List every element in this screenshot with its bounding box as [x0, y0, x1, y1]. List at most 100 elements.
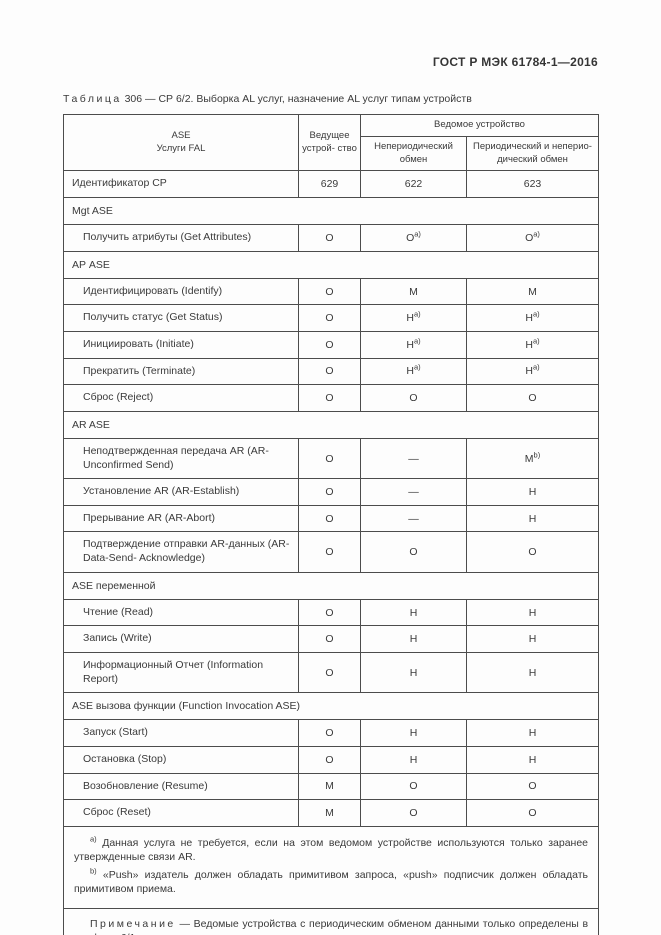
document-title-header: ГОСТ Р МЭК 61784-1—2016	[432, 55, 598, 69]
table-row: Прекратить (Terminate) О На) На)	[63, 357, 600, 386]
footnote-reference: а)	[413, 362, 421, 372]
section-row: ASE переменной	[62, 571, 600, 600]
value-cell: О	[298, 224, 361, 252]
value-cell: О	[298, 384, 361, 412]
value-cell: На)	[465, 331, 600, 359]
service-label: Запуск (Start)	[63, 719, 299, 747]
value-cell: О	[298, 531, 361, 573]
value-cell: М	[465, 277, 600, 306]
service-label: Остановка (Stop)	[63, 745, 299, 774]
value-cell: Н	[465, 598, 600, 627]
service-label: Получить статус (Get Status)	[63, 304, 299, 332]
footnote-reference: а)	[413, 336, 421, 346]
section-label: Mgt ASE	[62, 197, 600, 226]
footnote-reference: а)	[414, 229, 421, 239]
footnote-a-marker: а)	[90, 834, 97, 844]
value-cell: О	[298, 277, 361, 306]
value-cell: О	[360, 772, 467, 801]
note-row: Примечание — Ведомые устройства с период…	[62, 907, 600, 935]
table-row: Сброс (Reject) О О О	[63, 384, 600, 412]
note-label: Примечание	[90, 917, 176, 930]
value-cell: О	[298, 478, 361, 506]
value-cell: —	[360, 437, 467, 480]
value-cell: О	[298, 625, 361, 654]
service-label: Запись (Write)	[63, 625, 299, 654]
column-header-aperiodic: Непериодический обмен	[360, 135, 467, 172]
table-row: Запись (Write) О Н Н	[63, 625, 600, 654]
footnote-a: а) Данная услуга не требуется, если на э…	[74, 834, 589, 864]
service-label: Чтение (Read)	[63, 598, 299, 627]
table-row: Прерывание AR (AR-Abort) О — Н	[63, 504, 600, 533]
footnote-reference: а)	[532, 362, 540, 372]
value-cell: Н	[465, 504, 600, 533]
footnote-reference: а)	[413, 309, 421, 319]
table-row: Остановка (Stop) О Н Н	[63, 745, 600, 774]
value-cell: Н	[465, 719, 600, 747]
value-cell: О	[298, 652, 361, 694]
service-label: Сброс (Reject)	[63, 384, 299, 412]
section-row: АР ASE	[62, 250, 600, 279]
value-cell: На)	[360, 331, 467, 359]
value-cell: Мb)	[465, 437, 600, 480]
section-label: ASE переменной	[62, 571, 600, 600]
value-cell: О	[360, 384, 467, 412]
footnote-b: b) «Push» издатель должен обладать прими…	[74, 866, 588, 896]
table-row: Идентифицировать (Identify) О М М	[63, 277, 600, 306]
value-cell: О	[298, 437, 361, 480]
value-cell: Н	[360, 598, 467, 627]
value-cell: Оа)	[360, 224, 467, 252]
section-label: ASE вызова функции (Function Invocation …	[62, 692, 600, 721]
table-caption-word: Таблица	[63, 93, 122, 105]
footnote-a-text: Данная услуга не требуется, если на этом…	[74, 836, 589, 864]
table-row: Чтение (Read) О Н Н	[63, 598, 600, 627]
value-cell: На)	[465, 304, 600, 332]
value-cell: О	[298, 745, 361, 774]
value-cell: Н	[360, 719, 467, 747]
value-cell: Н	[465, 652, 600, 694]
section-label: AR ASE	[62, 410, 600, 439]
value-cell: На)	[360, 357, 467, 386]
column-header-master-device: Ведущее устрой- ство	[298, 113, 361, 172]
value-cell: Н	[360, 652, 467, 694]
value-cell: На)	[465, 357, 600, 386]
footnote-reference: b)	[533, 450, 541, 460]
service-label: Сброс (Reset)	[63, 799, 299, 827]
table-row: Запуск (Start) О Н Н	[63, 719, 600, 747]
service-label: Идентификатор СР	[63, 170, 299, 199]
value-cell: Н	[465, 745, 600, 774]
footnote-reference: а)	[533, 229, 540, 239]
value-cell: Н	[360, 625, 467, 654]
column-header-periodic: Периодический и неперио- дический обмен	[465, 135, 600, 172]
footnote-reference: а)	[532, 336, 540, 346]
footnotes-row: а) Данная услуга не требуется, если на э…	[62, 825, 600, 909]
services-table: ASE Услуги FAL Ведущее устрой- ство Ведо…	[62, 113, 600, 935]
value-cell: О	[298, 598, 361, 627]
value-cell: 629	[298, 170, 361, 199]
value-cell: О	[465, 799, 600, 827]
table-footer: а) Данная услуга не требуется, если на э…	[62, 825, 600, 935]
service-label: Установление AR (AR-Establish)	[63, 478, 299, 506]
footnote-reference: а)	[532, 309, 540, 319]
value-cell: О	[360, 799, 467, 827]
service-label: Подтверждение отправки AR-данных (AR-Dat…	[63, 531, 299, 573]
table-row: Возобновление (Resume) М О О	[63, 772, 600, 801]
value-cell: О	[298, 357, 361, 386]
value-cell: О	[465, 772, 600, 801]
table-row: Получить статус (Get Status) О На) На)	[63, 304, 600, 332]
value-cell: Н	[360, 745, 467, 774]
table-row: Неподтвержденная передача AR (AR-Unconfi…	[63, 437, 600, 480]
value-cell: М	[360, 277, 467, 306]
service-label: Информационный Отчет (Information Report…	[63, 652, 299, 694]
value-cell: М	[298, 772, 361, 801]
value-cell: Оа)	[465, 224, 600, 252]
value-cell: Н	[465, 478, 600, 506]
value-cell: О	[298, 304, 361, 332]
table-body: Идентификатор СР 629 622 623 Mgt ASE Получить…	[62, 170, 600, 827]
service-label: Прекратить (Terminate)	[63, 357, 299, 386]
footnote-b-marker: b)	[90, 866, 97, 876]
value-cell: —	[360, 504, 467, 533]
service-label: Неподтвержденная передача AR (AR-Unconfi…	[63, 437, 299, 480]
table-row: Инициировать (Initiate) О На) На)	[63, 331, 600, 359]
note-cell: Примечание — Ведомые устройства с период…	[62, 907, 600, 935]
